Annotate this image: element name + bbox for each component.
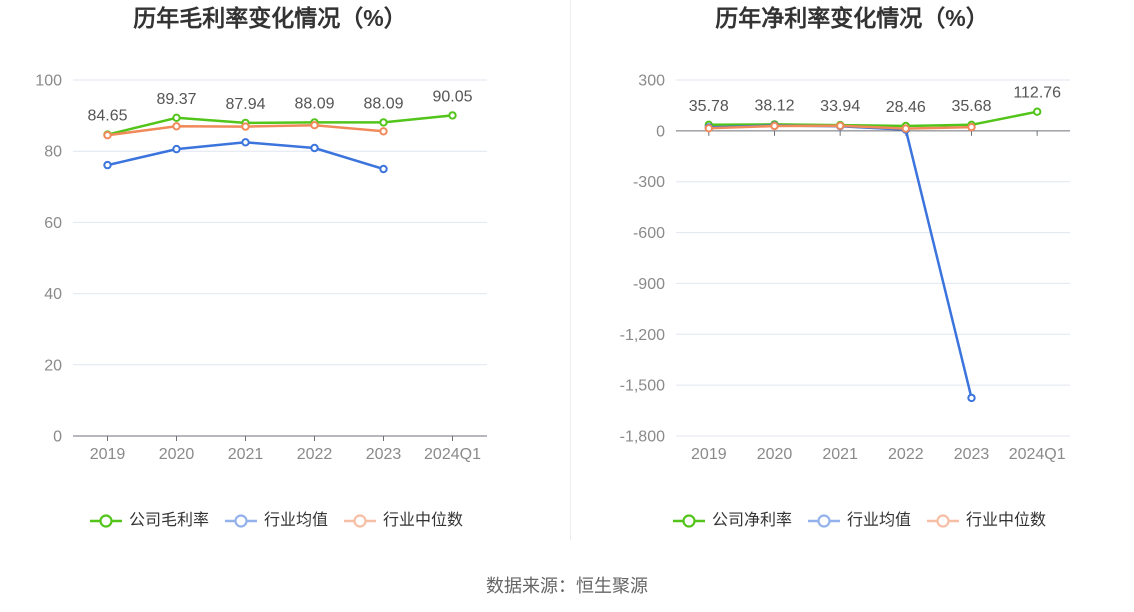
legend-label: 行业均值 (847, 512, 912, 529)
legend-item-company-gross-margin[interactable]: 公司毛利率 (90, 510, 209, 532)
line-marker-icon (225, 513, 258, 529)
line-marker-icon (927, 513, 960, 529)
gross-margin-industry-average-point (103, 160, 112, 170)
gross-margin-x-tick-label: 2019 (90, 446, 126, 463)
net-margin-y-tick-label: -1,500 (620, 378, 665, 395)
gross-margin-industry-average-point (172, 144, 181, 154)
net-margin-y-tick-label: -300 (633, 174, 665, 191)
gross-margin-chart: 0 20 40 60 80 100 2019 2020 2021 2022 2023 2024Q1 84… (35, 73, 487, 463)
gross-margin-x-tick-label: 2021 (228, 446, 264, 463)
net-margin-chart: -1,800 -1,500 -1,200 -900 -600 -300 0 300 2019 20… (620, 73, 1070, 463)
net-margin-y-tick-label: 300 (638, 73, 665, 90)
net-margin-company-data-label: 35.78 (689, 98, 729, 115)
net-margin-industry-median-point (901, 124, 910, 133)
gross-margin-y-tick-label: 80 (44, 144, 62, 161)
gross-margin-industry-median-point (241, 122, 250, 131)
gross-margin-legend: 公司毛利率 行业均值 行业中位数 (90, 510, 479, 532)
net-margin-y-tick-label: -600 (633, 225, 665, 242)
net-margin-company-line (707, 110, 1039, 128)
gross-margin-industry-median-point (103, 131, 112, 140)
net-margin-legend: 公司净利率 行业均值 行业中位数 (673, 510, 1062, 532)
gross-margin-x-tick-label: 2022 (297, 446, 333, 463)
net-margin-industry-median-point (770, 121, 779, 131)
net-margin-company-data-label: 38.12 (754, 97, 794, 114)
gross-margin-company-data-label: 87.94 (225, 96, 265, 113)
gross-margin-y-tick-label: 40 (44, 286, 62, 303)
line-marker-icon (90, 513, 122, 529)
gross-margin-x-tick-label: 2024Q1 (424, 446, 481, 463)
net-margin-y-tick-label: -900 (633, 276, 665, 293)
chart-divider (570, 0, 571, 540)
gross-margin-company-point (448, 111, 457, 120)
legend-label: 公司净利率 (712, 512, 793, 529)
gross-margin-industry-average-point (241, 138, 250, 147)
gross-margin-company-data-label: 88.09 (363, 95, 403, 112)
legend-label: 行业均值 (264, 512, 329, 529)
gross-margin-y-tick-label: 20 (44, 357, 62, 374)
gross-margin-x-tick-label: 2020 (159, 446, 195, 463)
net-margin-company-data-label: 33.94 (820, 98, 860, 115)
legend-label: 公司毛利率 (129, 512, 210, 529)
legend-item-industry-median[interactable]: 行业中位数 (927, 510, 1046, 532)
gross-margin-company-data-label: 88.09 (294, 95, 334, 112)
net-margin-company-point (1033, 107, 1042, 116)
gross-margin-industry-median-point (379, 127, 388, 136)
gross-margin-industry-average-point (310, 143, 319, 153)
data-source-note: 数据来源：恒生聚源 (486, 576, 648, 596)
line-marker-icon (808, 513, 841, 529)
legend-item-industry-median[interactable]: 行业中位数 (344, 510, 463, 532)
gross-margin-y-tick-label: 60 (44, 215, 62, 232)
net-margin-company-data-label: 35.68 (951, 98, 991, 115)
net-margin-industry-average-point (967, 393, 976, 403)
net-margin-industry-median-point (704, 124, 714, 133)
net-margin-x-tick-label: 2024Q1 (1009, 446, 1066, 463)
legend-label: 行业中位数 (966, 512, 1047, 529)
legend-item-industry-average[interactable]: 行业均值 (225, 510, 328, 532)
net-margin-x-tick-label: 2023 (954, 446, 990, 463)
gross-margin-company-line (106, 114, 454, 136)
line-marker-icon (673, 513, 705, 529)
line-marker-icon (344, 513, 377, 529)
net-margin-industry-average-line (707, 124, 973, 400)
net-margin-company-data-label: 28.46 (886, 99, 926, 116)
gross-margin-industry-median-point (310, 121, 319, 130)
net-margin-y-tick-label: -1,200 (620, 327, 665, 344)
net-margin-company-data-label: 112.76 (1013, 85, 1061, 102)
net-margin-x-tick-label: 2019 (691, 446, 727, 463)
gross-margin-company-point (172, 113, 181, 123)
gross-margin-x-tick-label: 2023 (366, 446, 402, 463)
gross-margin-industry-median-point (172, 122, 181, 131)
net-margin-industry-median-point (836, 121, 845, 131)
gross-margin-company-data-label: 84.65 (87, 108, 127, 125)
net-margin-x-tick-label: 2022 (888, 446, 924, 463)
net-margin-y-tick-label: 0 (656, 123, 665, 140)
net-margin-x-tick-label: 2021 (822, 446, 858, 463)
legend-item-industry-average[interactable]: 行业均值 (808, 510, 911, 532)
net-margin-x-tick-label: 2020 (757, 446, 793, 463)
gross-margin-y-tick-label: 0 (53, 429, 62, 446)
gross-margin-company-data-label: 89.37 (156, 91, 196, 108)
gross-margin-chart-title: 历年毛利率变化情况（%） (133, 5, 407, 31)
legend-label: 行业中位数 (383, 512, 464, 529)
gross-margin-company-point (379, 118, 388, 127)
legend-item-company-net-margin[interactable]: 公司净利率 (673, 510, 792, 532)
net-margin-industry-median-point (967, 122, 976, 132)
gross-margin-y-tick-label: 100 (35, 73, 62, 90)
gross-margin-industry-average-point (379, 164, 388, 174)
gross-margin-company-data-label: 90.05 (432, 88, 472, 105)
net-margin-y-tick-label: -1,800 (620, 429, 665, 446)
net-margin-chart-title: 历年净利率变化情况（%） (715, 5, 989, 31)
